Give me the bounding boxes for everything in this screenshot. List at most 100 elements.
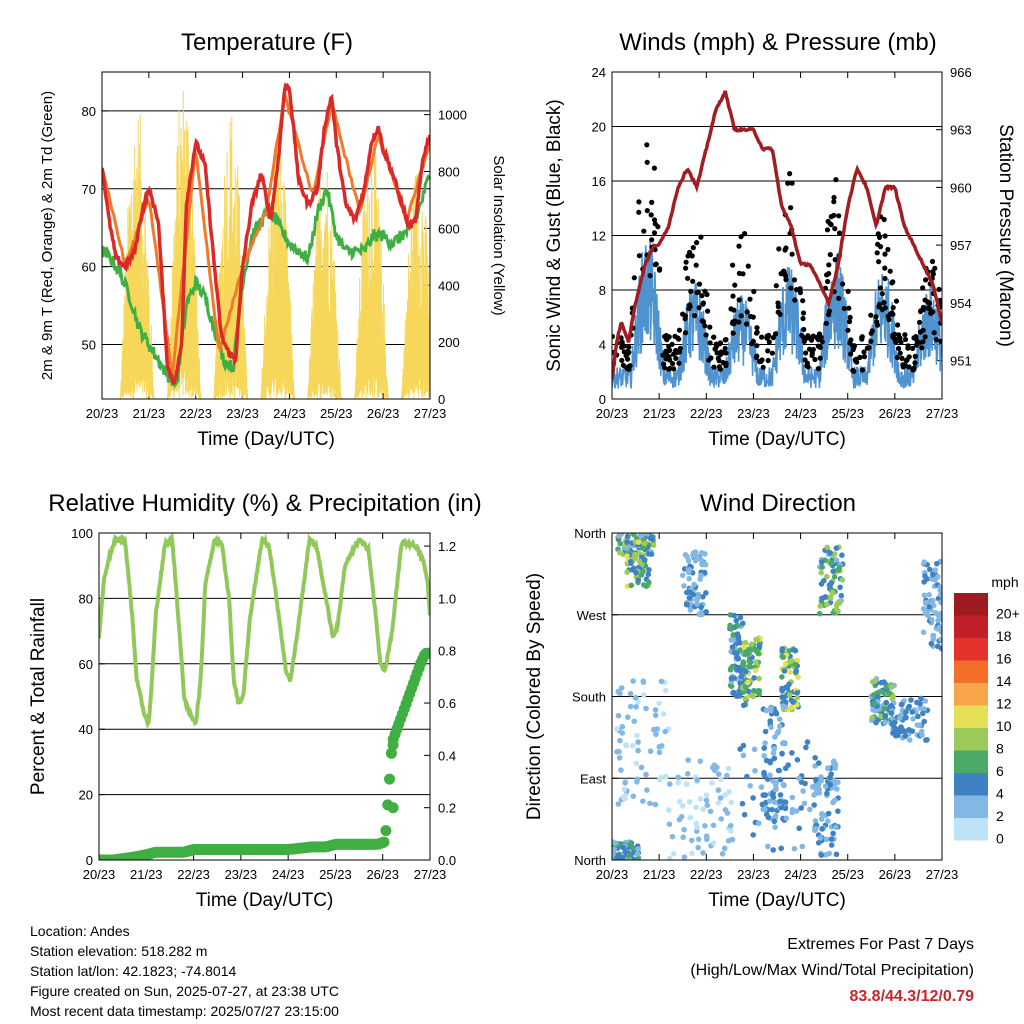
direction-point (630, 793, 637, 800)
direction-point (831, 574, 838, 580)
direction-point (646, 579, 652, 586)
direction-point (640, 692, 647, 698)
temperature-ytick-label: 80 (82, 104, 96, 119)
gust-point (636, 199, 642, 205)
temp-9m-line (102, 93, 430, 376)
direction-point (738, 673, 745, 680)
winds-title: Winds (mph) & Pressure (mb) (619, 29, 936, 56)
direction-point (819, 564, 825, 570)
direction-point (753, 659, 759, 665)
direction-point (686, 595, 693, 601)
direction-point (916, 722, 923, 729)
direction-point (780, 781, 787, 788)
gust-point (799, 332, 805, 338)
gust-point (890, 332, 896, 338)
direction-point (694, 595, 701, 601)
direction-ylabel: Direction (Colored By Speed) (524, 573, 545, 820)
gust-point (788, 285, 794, 291)
direction-plot-area (612, 533, 942, 860)
direction-point (824, 573, 830, 580)
direction-point (761, 745, 768, 751)
direction-point (922, 573, 928, 579)
legend-label: 16 (996, 650, 1012, 666)
gust-point (775, 309, 781, 315)
gust-point (636, 253, 643, 259)
gust-point (708, 355, 714, 361)
direction-point (926, 604, 933, 610)
direction-point (686, 799, 693, 805)
gust-point (647, 273, 653, 279)
rain-point (380, 825, 392, 837)
direction-point (872, 708, 879, 714)
gust-point (742, 231, 748, 237)
gust-point (906, 354, 912, 360)
direction-point (685, 757, 691, 763)
direction-point (835, 808, 841, 814)
gust-point (705, 308, 711, 314)
temperature-xtick-label: 24/23 (273, 406, 306, 421)
direction-point (908, 697, 914, 703)
gust-point (819, 339, 825, 345)
direction-point (812, 755, 818, 761)
legend-label: 14 (996, 673, 1012, 689)
gust-point (919, 345, 925, 351)
direction-point (737, 614, 744, 621)
solar-insolation-line (307, 171, 342, 399)
direction-xtick-label: 21/23 (643, 867, 676, 882)
direction-point (752, 667, 759, 674)
direction-point (779, 750, 785, 757)
direction-point (921, 559, 927, 565)
direction-point (642, 557, 648, 563)
gust-point (895, 322, 901, 328)
direction-point (825, 765, 831, 771)
direction-point (641, 540, 648, 547)
direction-point (669, 833, 676, 840)
direction-point (798, 805, 804, 811)
gust-point (792, 297, 798, 303)
direction-point (928, 640, 935, 647)
gust-point (652, 221, 658, 227)
humidity-xtick-label: 20/23 (83, 867, 116, 882)
direction-point (702, 823, 708, 829)
gust-point (807, 335, 813, 341)
direction-point (627, 841, 634, 847)
direction-point (898, 726, 905, 732)
legend-swatch (954, 705, 988, 728)
gust-point (850, 367, 856, 374)
direction-point (796, 825, 802, 832)
legend-label: 8 (996, 740, 1004, 756)
gust-point (836, 295, 842, 301)
gust-point (938, 338, 942, 344)
direction-point (663, 773, 669, 780)
temperature-y2tick-label: 200 (438, 335, 460, 350)
gust-point (765, 357, 771, 364)
direction-point (937, 610, 942, 617)
temperature-y2tick-label: 600 (438, 221, 460, 236)
direction-point (697, 556, 704, 563)
gust-point (885, 246, 891, 253)
direction-point (622, 780, 628, 786)
direction-point (739, 800, 746, 807)
gust-point (851, 343, 858, 349)
gust-point (836, 230, 843, 236)
direction-point (652, 712, 659, 719)
gust-point (696, 281, 703, 287)
direction-point (722, 792, 728, 798)
direction-point (873, 719, 879, 726)
direction-point (623, 742, 630, 749)
direction-point (772, 799, 778, 806)
gust-point (631, 275, 637, 281)
gust-point (866, 345, 872, 351)
direction-point (710, 822, 717, 829)
direction-point (615, 801, 622, 807)
direction-point (770, 847, 776, 853)
legend-label: 18 (996, 628, 1012, 644)
temperature-xtick-label: 25/23 (320, 406, 353, 421)
plot-border (611, 71, 943, 400)
gust-point (910, 345, 916, 351)
direction-point (817, 603, 823, 609)
gust-point (775, 300, 781, 306)
temperature-plot-area (102, 82, 430, 399)
direction-point (612, 846, 618, 853)
direction-point (837, 584, 843, 591)
